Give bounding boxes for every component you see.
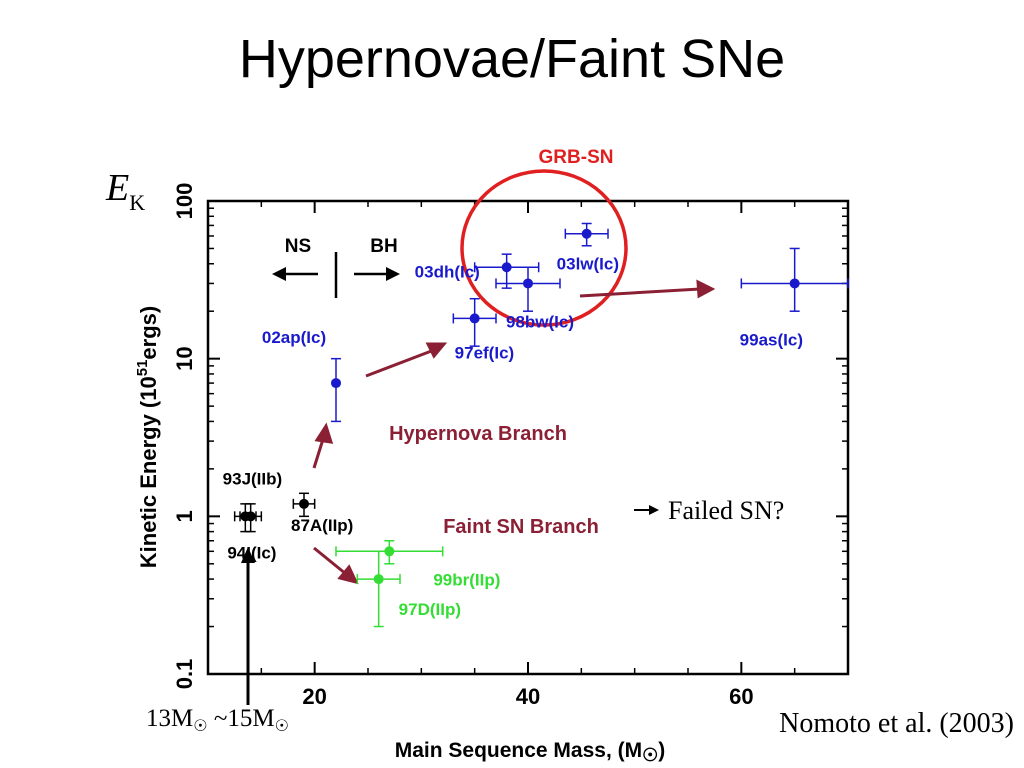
data-marker	[469, 313, 480, 324]
x-axis-label-text: Main Sequence Mass, (M	[395, 739, 642, 762]
hypernova-branch-label: Hypernova Branch	[389, 423, 567, 445]
mass-range-label: 13M☉ ~15M☉	[146, 705, 289, 735]
y-tick-label: 1	[172, 510, 197, 522]
data-points: 02ap(Ic) 97ef(Ic) 03dh(Ic) 98bw(Ic) 03lw(Ic)…	[223, 222, 849, 628]
data-point: 97D(IIp)	[356, 550, 461, 628]
bh-label: BH	[370, 236, 397, 257]
y-axis-label-unit: ergs)	[136, 306, 161, 360]
data-marker	[581, 228, 592, 239]
y-tick-label: 100	[172, 183, 197, 220]
arrow-87a-to-02ap-head	[314, 422, 334, 444]
data-label: 03dh(Ic)	[415, 262, 480, 281]
mass-range-sun-b: ☉	[275, 718, 289, 735]
x-axis-label-close: )	[658, 739, 665, 762]
ns-label: NS	[285, 236, 311, 257]
data-marker	[245, 511, 256, 522]
mass-range-high: ~15M	[208, 705, 275, 732]
data-point: 99br(IIp)	[335, 540, 500, 589]
y-tick-label: 10	[172, 346, 197, 370]
tick-labels: 20 40 60 0.1 1 10 100	[172, 183, 754, 709]
data-label: 99br(IIp)	[433, 570, 500, 589]
data-label: 98bw(Ic)	[506, 312, 574, 331]
data-point: 97ef(Ic)	[452, 297, 515, 362]
x-axis-label: Main Sequence Mass, (M☉)	[395, 739, 666, 765]
data-label: 02ap(Ic)	[262, 328, 326, 347]
arrow-87a-to-97d	[313, 546, 347, 576]
ek-label-sub: K	[129, 190, 145, 215]
data-marker	[299, 498, 309, 509]
x-tick-label: 60	[729, 684, 753, 709]
data-label: 94I(Ic)	[227, 543, 276, 562]
y-axis-label-text: Kinetic Energy (10	[136, 376, 161, 568]
ek-label-e: E	[105, 167, 129, 209]
data-marker	[384, 546, 395, 557]
data-label: 97ef(Ic)	[455, 343, 515, 362]
grb-sn-label: GRB-SN	[539, 147, 614, 168]
failed-sn-arrow-head	[649, 505, 659, 515]
ek-label: EK	[105, 167, 145, 215]
y-axis-label-exp: 51	[134, 360, 151, 377]
data-point: 02ap(Ic)	[262, 328, 341, 423]
branch-arrows	[312, 279, 716, 585]
data-marker	[501, 262, 512, 273]
data-label: 93J(IIb)	[223, 469, 283, 488]
mass-range-sun-a: ☉	[193, 718, 207, 735]
data-label: 87A(IIp)	[291, 516, 353, 535]
arrow-98bw-to-99as-head	[696, 279, 716, 299]
x-tick-label: 40	[516, 684, 540, 709]
arrow-98bw-to-99as	[579, 287, 701, 298]
mass-range-low: 13M	[146, 705, 193, 732]
slide-title: Hypernovae/Faint SNe	[238, 29, 786, 89]
data-point: 99as(Ic)	[740, 247, 849, 349]
faint-branch-label: Faint SN Branch	[443, 516, 599, 538]
x-axis-label-sun: ☉	[642, 745, 658, 765]
data-label: 97D(IIp)	[399, 600, 461, 619]
citation: Nomoto et al. (2003)	[779, 708, 1014, 739]
data-marker	[523, 278, 533, 289]
failed-sn-label: Failed SN?	[668, 496, 784, 525]
y-tick-label: 0.1	[172, 659, 197, 690]
data-point: 93J(IIb)	[223, 469, 283, 533]
data-label: 99as(Ic)	[740, 330, 803, 349]
bh-arrow-head	[386, 267, 400, 281]
arrow-02ap-to-97ef	[365, 348, 435, 378]
data-marker	[789, 278, 800, 289]
data-label: 03lw(Ic)	[557, 255, 619, 274]
data-marker	[373, 574, 384, 585]
ns-arrow-head	[272, 267, 286, 281]
arrow-02ap-to-97ef-head	[425, 342, 448, 359]
mass-range-arrow-head	[241, 547, 255, 563]
data-point: 03dh(Ic)	[415, 253, 540, 289]
arrow-87a-to-97d-head	[337, 564, 359, 585]
x-tick-label: 20	[302, 684, 326, 709]
data-point: 87A(IIp)	[291, 492, 353, 535]
data-point: 03lw(Ic)	[557, 222, 619, 274]
data-point: 98bw(Ic)	[495, 266, 574, 331]
grb-circle	[460, 169, 628, 327]
y-axis-label: Kinetic Energy (1051ergs)	[134, 306, 161, 568]
axis-ticks	[208, 200, 848, 675]
data-marker	[331, 378, 341, 389]
